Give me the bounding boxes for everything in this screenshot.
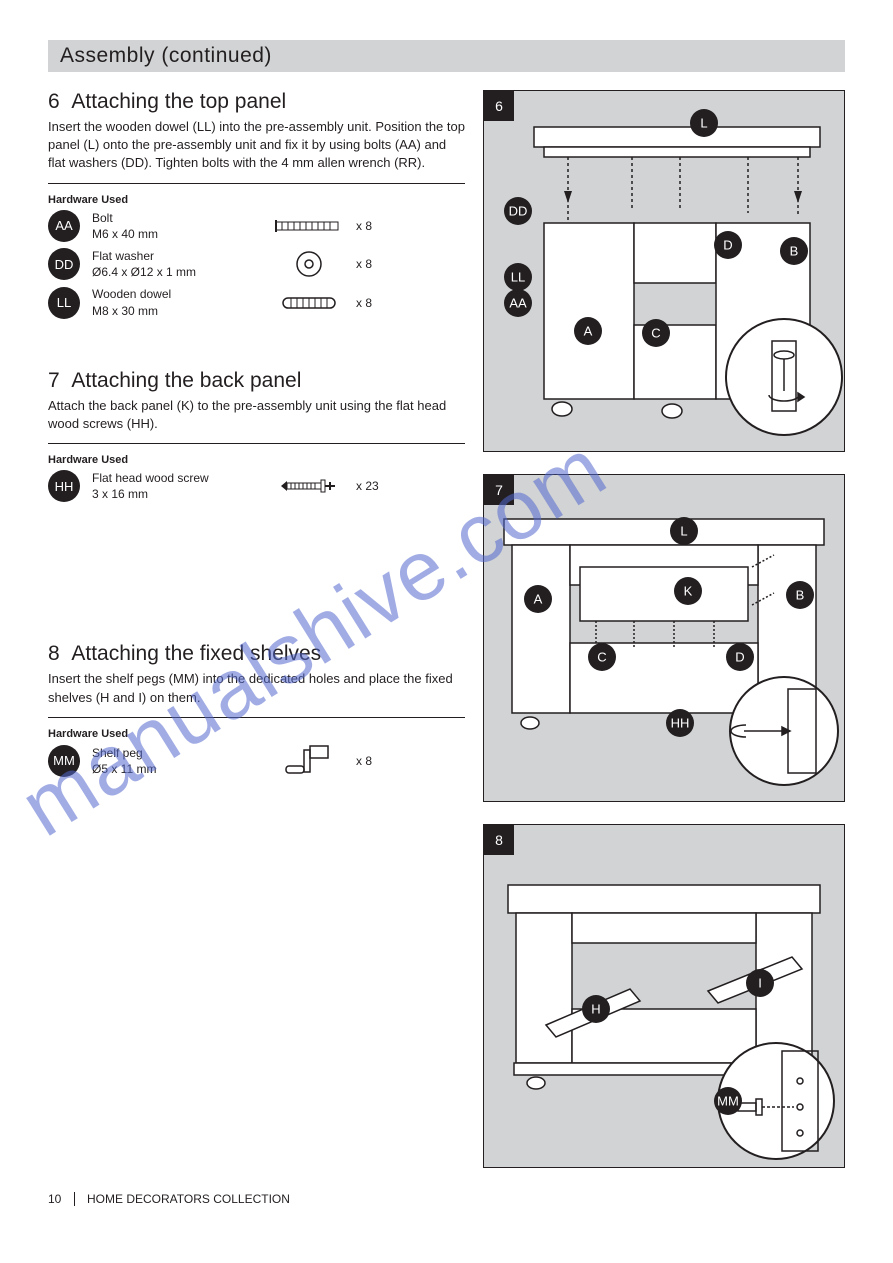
washer-icon bbox=[274, 249, 344, 279]
hardware-row: DD Flat washer Ø6.4 x Ø12 x 1 mm x 8 bbox=[48, 248, 465, 280]
figures-column: 6 bbox=[483, 90, 845, 1168]
instructions-column: 6 Attaching the top panel Insert the woo… bbox=[48, 90, 465, 1168]
hardware-desc: Flat head wood screw 3 x 16 mm bbox=[92, 470, 262, 502]
step-body: Attach the back panel (K) to the pre-ass… bbox=[48, 397, 465, 433]
svg-text:C: C bbox=[651, 326, 660, 341]
hardware-badge: MM bbox=[48, 745, 80, 777]
step-number: 7 bbox=[48, 369, 60, 392]
section-header-text: Assembly (continued) bbox=[60, 44, 272, 68]
hardware-desc: Shelf peg Ø5 x 11 mm bbox=[92, 745, 262, 777]
step-number: 8 bbox=[48, 642, 60, 665]
hardware-qty: x 8 bbox=[356, 219, 372, 233]
step-title: 8 Attaching the fixed shelves bbox=[48, 642, 465, 666]
bolt-icon bbox=[274, 217, 344, 235]
svg-text:A: A bbox=[584, 324, 593, 339]
page-footer: 10 HOME DECORATORS COLLECTION bbox=[48, 1192, 845, 1206]
hardware-qty: x 8 bbox=[356, 257, 372, 271]
step-heading: Attaching the back panel bbox=[71, 369, 301, 392]
step-title: 7 Attaching the back panel bbox=[48, 369, 465, 393]
svg-text:I: I bbox=[758, 976, 762, 991]
svg-text:L: L bbox=[680, 524, 687, 539]
hardware-row: AA Bolt M6 x 40 mm x 8 bbox=[48, 210, 465, 242]
figure-8: 8 bbox=[483, 824, 845, 1168]
hardware-label: Hardware Used bbox=[48, 728, 465, 740]
svg-text:HH: HH bbox=[671, 716, 690, 731]
page: Assembly (continued) 6 Attaching the top… bbox=[0, 0, 893, 1236]
svg-text:B: B bbox=[790, 244, 799, 259]
svg-text:L: L bbox=[700, 116, 707, 131]
hardware-qty: x 8 bbox=[356, 754, 372, 768]
svg-text:H: H bbox=[591, 1002, 600, 1017]
step-body: Insert the shelf pegs (MM) into the dedi… bbox=[48, 670, 465, 706]
hardware-desc: Wooden dowel M8 x 30 mm bbox=[92, 286, 262, 318]
step-heading: Attaching the top panel bbox=[71, 90, 286, 113]
svg-text:B: B bbox=[796, 588, 805, 603]
screw-icon bbox=[274, 478, 344, 494]
figure-7: 7 bbox=[483, 474, 845, 802]
hardware-label: Hardware Used bbox=[48, 194, 465, 206]
figure-8-svg: H I MM bbox=[484, 825, 844, 1167]
svg-text:C: C bbox=[597, 650, 606, 665]
step-7: 7 Attaching the back panel Attach the ba… bbox=[48, 369, 465, 503]
svg-text:K: K bbox=[684, 584, 693, 599]
svg-text:D: D bbox=[735, 650, 744, 665]
hardware-qty: x 23 bbox=[356, 479, 379, 493]
svg-text:DD: DD bbox=[509, 204, 528, 219]
step-body: Insert the wooden dowel (LL) into the pr… bbox=[48, 118, 465, 173]
divider bbox=[48, 443, 465, 444]
step-8: 8 Attaching the fixed shelves Insert the… bbox=[48, 642, 465, 777]
hardware-badge: LL bbox=[48, 287, 80, 319]
hardware-row: HH Flat head wood screw 3 x 16 mm x 23 bbox=[48, 470, 465, 502]
divider bbox=[48, 717, 465, 718]
step-6: 6 Attaching the top panel Insert the woo… bbox=[48, 90, 465, 319]
shelf-peg-icon bbox=[274, 744, 344, 778]
divider bbox=[48, 183, 465, 184]
hardware-desc: Flat washer Ø6.4 x Ø12 x 1 mm bbox=[92, 248, 262, 280]
svg-text:MM: MM bbox=[717, 1094, 739, 1109]
svg-text:AA: AA bbox=[509, 296, 527, 311]
hardware-badge: HH bbox=[48, 470, 80, 502]
hardware-row: MM Shelf peg Ø5 x 11 mm x 8 bbox=[48, 744, 465, 778]
hardware-badge: DD bbox=[48, 248, 80, 280]
step-number: 6 bbox=[48, 90, 60, 113]
step-heading: Attaching the fixed shelves bbox=[71, 642, 321, 665]
hardware-badge: AA bbox=[48, 210, 80, 242]
footer-doc: HOME DECORATORS COLLECTION bbox=[74, 1192, 290, 1206]
hardware-label: Hardware Used bbox=[48, 454, 465, 466]
two-column-layout: 6 Attaching the top panel Insert the woo… bbox=[48, 90, 845, 1168]
section-header: Assembly (continued) bbox=[48, 40, 845, 72]
hardware-row: LL Wooden dowel M8 x 30 mm x 8 bbox=[48, 286, 465, 318]
hardware-qty: x 8 bbox=[356, 296, 372, 310]
figure-tag: 7 bbox=[484, 475, 514, 505]
step-title: 6 Attaching the top panel bbox=[48, 90, 465, 114]
page-number: 10 bbox=[48, 1192, 74, 1206]
svg-text:A: A bbox=[534, 592, 543, 607]
figure-7-svg: L A K B C D HH bbox=[484, 475, 844, 801]
svg-text:D: D bbox=[723, 238, 732, 253]
figure-6: 6 bbox=[483, 90, 845, 452]
figure-tag: 8 bbox=[484, 825, 514, 855]
hardware-desc: Bolt M6 x 40 mm bbox=[92, 210, 262, 242]
figure-tag: 6 bbox=[484, 91, 514, 121]
dowel-icon bbox=[274, 294, 344, 312]
figure-6-svg: LDDLLAAACDB bbox=[484, 91, 844, 451]
svg-text:LL: LL bbox=[511, 270, 525, 285]
